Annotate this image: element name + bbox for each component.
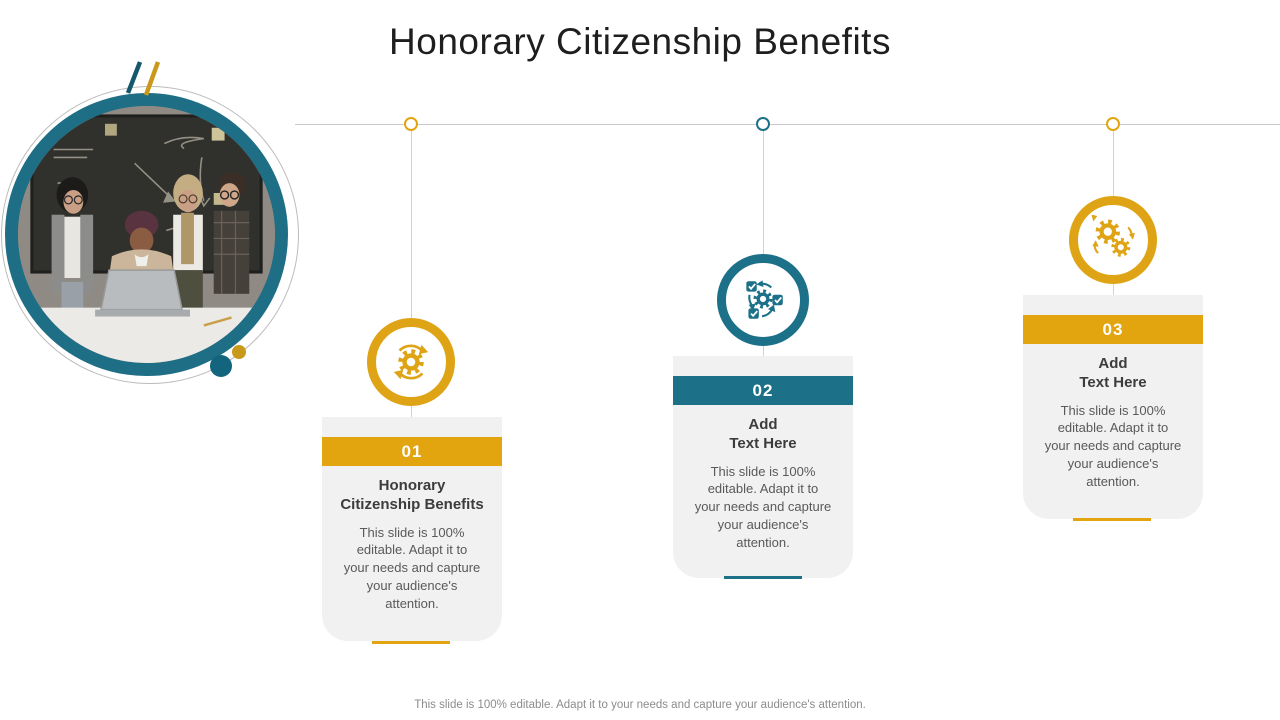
card-body-text: This slide is 100% editable. Adapt it to… — [1044, 402, 1182, 490]
card-body-text: This slide is 100% editable. Adapt it to… — [343, 524, 481, 612]
timeline-card-3: 03 Add Text Here This slide is 100% edit… — [1023, 295, 1203, 519]
gear-sync-icon — [393, 344, 429, 380]
card-accent-underline — [724, 576, 802, 579]
step-number-banner: 02 — [673, 376, 853, 405]
decorative-gold-dot — [232, 345, 246, 359]
card-title: Add Text Here — [729, 416, 797, 452]
step-number: 03 — [1102, 320, 1124, 339]
step-2-icon-circle — [717, 254, 809, 346]
step-1-icon-circle — [367, 318, 455, 406]
step-number: 01 — [401, 442, 423, 461]
card-accent-underline — [372, 641, 450, 644]
timeline-node-2 — [756, 117, 770, 131]
timeline-line — [295, 124, 1280, 125]
double-gear-icon — [1091, 215, 1135, 257]
timeline-connector-1 — [411, 131, 412, 417]
slide-title: Honorary Citizenship Benefits — [389, 21, 891, 62]
step-number: 02 — [752, 381, 774, 400]
step-number-banner: 01 — [322, 437, 502, 466]
step-3-icon-circle — [1069, 196, 1157, 284]
timeline-node-1 — [404, 117, 418, 131]
team-photo — [18, 106, 275, 363]
timeline-card-1: 01 Honorary Citizenship Benefits This sl… — [322, 417, 502, 641]
timeline-card-2: 02 Add Text Here This slide is 100% edit… — [673, 356, 853, 578]
team-photo-circle — [5, 93, 288, 376]
process-checks-icon — [746, 280, 783, 319]
card-title: Honorary Citizenship Benefits — [340, 477, 484, 513]
card-title: Add Text Here — [1079, 355, 1147, 391]
decorative-teal-dot — [210, 355, 232, 377]
timeline-connector-2 — [763, 131, 764, 356]
step-number-banner: 03 — [1023, 315, 1203, 344]
timeline-node-3 — [1106, 117, 1120, 131]
decorative-slashes — [125, 61, 161, 96]
card-body-text: This slide is 100% editable. Adapt it to… — [694, 463, 832, 551]
slide-footer-note: This slide is 100% editable. Adapt it to… — [414, 699, 866, 711]
card-accent-underline — [1073, 518, 1151, 521]
